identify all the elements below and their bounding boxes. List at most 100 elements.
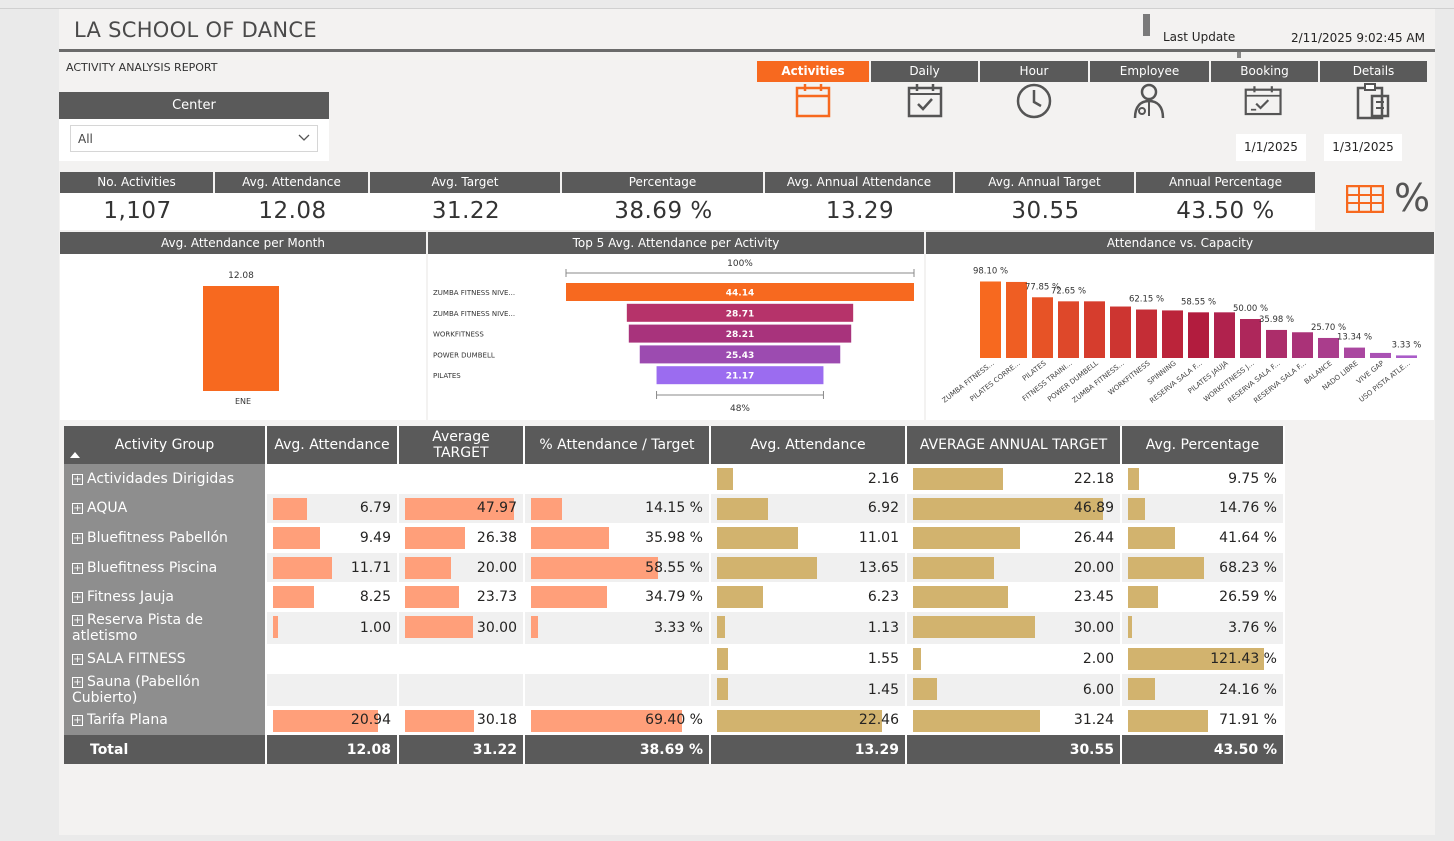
cell-value: 35.98 % xyxy=(645,529,703,546)
capacity-bar xyxy=(1006,281,1027,358)
tab-details[interactable]: Details xyxy=(1320,61,1427,82)
cell-data-bar xyxy=(717,647,729,670)
tab-booking[interactable]: Booking xyxy=(1211,61,1318,82)
calendar-icon[interactable] xyxy=(793,82,833,120)
col-header-avg-attendance[interactable]: Avg. Attendance xyxy=(266,426,399,464)
expand-icon[interactable]: + xyxy=(72,562,83,574)
row-group-cell[interactable]: + Bluefitness Piscina xyxy=(64,552,267,583)
expand-icon[interactable]: + xyxy=(72,614,83,626)
table-cell: 9.75 % xyxy=(1121,464,1285,494)
capacity-chart: 98.10 %ZUMBA FITNESS...PILATES CORRE...7… xyxy=(941,266,1421,405)
cell-data-bar xyxy=(531,709,682,732)
table-row[interactable]: + Tarifa Plana 20.94 30.18 69.40 % 22.46 31.24… xyxy=(64,705,1285,736)
table-cell: 31.24 xyxy=(906,705,1122,736)
capacity-bar xyxy=(1292,332,1313,358)
cell-value: 6.00 xyxy=(1082,681,1114,698)
col-header-pct-attendance-target[interactable]: % Attendance / Target xyxy=(524,426,711,464)
table-row[interactable]: + Bluefitness Piscina 11.71 20.00 58.55 % 13.… xyxy=(64,552,1285,583)
funnel-category-label: POWER DUMBELL xyxy=(433,351,495,359)
total-value: 13.29 xyxy=(710,735,907,765)
col-header-activity-group[interactable]: Activity Group xyxy=(64,426,267,464)
table-cell: 30.00 xyxy=(398,611,525,644)
table-row[interactable]: + Actividades Dirigidas 2.16 22.18 9.75 % xyxy=(64,464,1285,494)
cell-data-bar xyxy=(913,556,995,579)
expand-icon[interactable]: + xyxy=(72,715,83,727)
funnel-category-label: ZUMBA FITNESS NIVE... xyxy=(433,289,515,297)
row-group-cell[interactable]: + Bluefitness Pabellón xyxy=(64,523,267,553)
sort-ascending-icon[interactable] xyxy=(70,452,80,458)
calendar-check-icon[interactable] xyxy=(905,82,945,120)
update-marker xyxy=(1143,14,1150,36)
start-date-input[interactable]: 1/1/2025 xyxy=(1236,134,1306,161)
capacity-bar xyxy=(1110,306,1131,358)
row-group-cell[interactable]: + Tarifa Plana xyxy=(64,705,267,736)
expand-icon[interactable]: + xyxy=(72,473,83,485)
table-row[interactable]: + AQUA 6.79 47.97 14.15 % 6.92 46.89 14.76 % xyxy=(64,493,1285,524)
end-date-input[interactable]: 1/31/2025 xyxy=(1324,134,1402,161)
cell-data-bar xyxy=(717,677,728,700)
col-header-average-annual-target[interactable]: AVERAGE ANNUAL TARGET xyxy=(906,426,1122,464)
row-group-cell[interactable]: + AQUA xyxy=(64,493,267,524)
expand-icon[interactable]: + xyxy=(72,653,83,665)
table-row[interactable]: + Sauna (Pabellón Cubierto) 1.45 6.00 24.16 … xyxy=(64,673,1285,706)
table-cell xyxy=(398,643,525,674)
title-divider xyxy=(59,49,1435,52)
expand-icon[interactable]: + xyxy=(72,676,83,688)
center-dropdown[interactable]: All xyxy=(70,125,318,152)
total-label: Total xyxy=(64,735,267,765)
tab-employee[interactable]: Employee xyxy=(1090,61,1209,82)
expand-icon[interactable]: + xyxy=(72,592,83,604)
funnel-bar xyxy=(566,283,914,301)
cell-data-bar xyxy=(1128,709,1209,732)
table-row[interactable]: + Fitness Jauja 8.25 23.73 34.79 % 6.23 23.45 2… xyxy=(64,582,1285,612)
cell-data-bar xyxy=(717,709,883,732)
calendar-booking-icon[interactable] xyxy=(1244,82,1284,120)
month-bar xyxy=(203,286,279,391)
kpi-value: 13.29 xyxy=(765,193,955,230)
percent-icon[interactable]: % xyxy=(1394,176,1431,220)
capacity-bar xyxy=(1266,329,1287,358)
table-cell: 9.49 xyxy=(266,523,399,553)
table-cell: 11.01 xyxy=(709,523,907,553)
cell-data-bar xyxy=(531,556,659,579)
row-group-cell[interactable]: + Actividades Dirigidas xyxy=(64,464,267,494)
funnel-bar xyxy=(626,303,854,322)
kpi-value: 30.55 xyxy=(955,193,1136,230)
row-group-cell[interactable]: + Fitness Jauja xyxy=(64,582,267,612)
expand-icon[interactable]: + xyxy=(72,503,83,515)
table-row[interactable]: + SALA FITNESS 1.55 2.00 121.43 % xyxy=(64,643,1285,674)
divider-tick xyxy=(1237,52,1241,58)
row-group-cell[interactable]: + Sauna (Pabellón Cubierto) xyxy=(64,673,267,706)
cell-data-bar xyxy=(405,586,460,609)
table-row[interactable]: + Bluefitness Pabellón 9.49 26.38 35.98 % 11.… xyxy=(64,523,1285,553)
cell-value: 1.13 xyxy=(867,619,899,636)
cell-data-bar xyxy=(273,615,278,638)
table-cell xyxy=(266,643,399,674)
person-icon[interactable] xyxy=(1129,82,1169,120)
row-group-cell[interactable]: + SALA FITNESS xyxy=(64,643,267,674)
cell-value: 1.45 xyxy=(867,681,899,698)
table-cell: 6.79 xyxy=(266,493,399,524)
clock-icon[interactable] xyxy=(1014,82,1054,120)
capacity-bar xyxy=(1344,347,1365,358)
page-title: LA SCHOOL OF DANCE xyxy=(74,18,317,42)
table-cell xyxy=(266,464,399,494)
expand-icon[interactable]: + xyxy=(72,532,83,544)
clipboard-icon[interactable] xyxy=(1354,82,1394,120)
cell-value: 1.55 xyxy=(867,650,899,667)
col-header-annual-avg-attendance[interactable]: Avg. Attendance xyxy=(710,426,907,464)
row-group-cell[interactable]: + Reserva Pista de atletismo xyxy=(64,611,267,644)
col-header-avg-percentage[interactable]: Avg. Percentage xyxy=(1121,426,1285,464)
cell-value: 26.44 xyxy=(1073,529,1114,546)
col-header-average-target[interactable]: Average TARGET xyxy=(398,426,525,464)
cell-value: 30.18 xyxy=(476,712,517,729)
tab-activities[interactable]: Activities xyxy=(757,61,869,82)
top5-chart-title: Top 5 Avg. Attendance per Activity xyxy=(428,232,924,254)
capacity-data-label: 35.98 % xyxy=(1259,315,1294,325)
table-cell: 26.38 xyxy=(398,523,525,553)
table-icon[interactable] xyxy=(1346,185,1384,213)
kpi-value: 38.69 % xyxy=(562,193,765,230)
tab-hour[interactable]: Hour xyxy=(980,61,1088,82)
tab-daily[interactable]: Daily xyxy=(871,61,978,82)
table-row[interactable]: + Reserva Pista de atletismo 1.00 30.00 3.33… xyxy=(64,611,1285,644)
